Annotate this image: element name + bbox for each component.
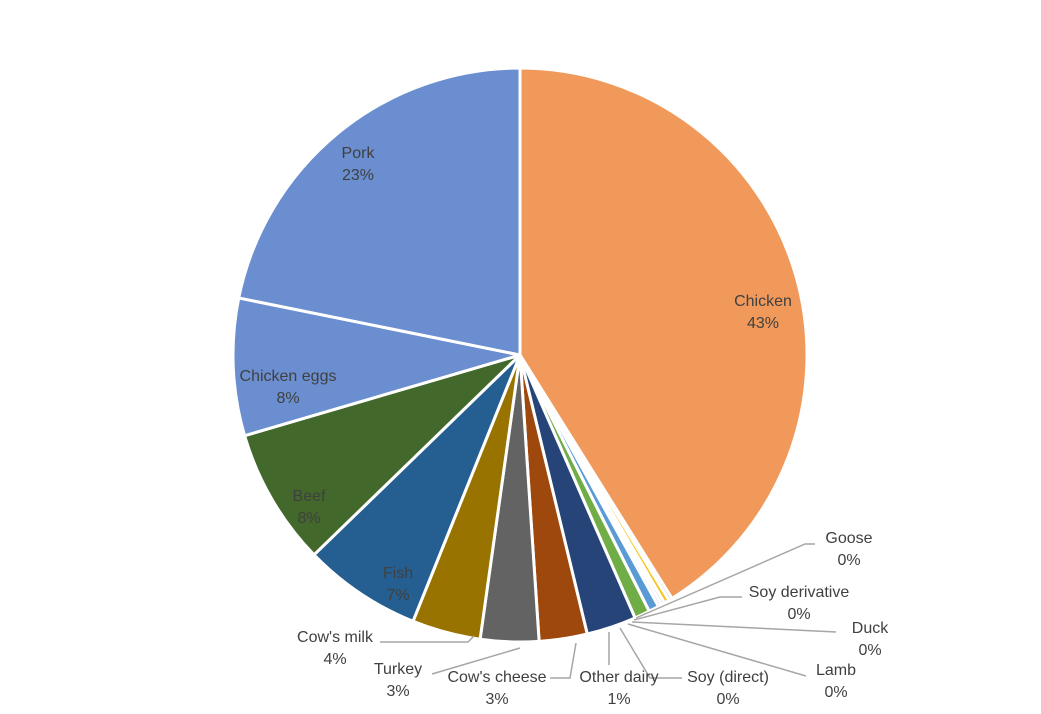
slice-label-soy-direct: Soy (direct) (687, 669, 769, 686)
slice-percent-beef: 8% (297, 510, 320, 527)
slice-label-turkey: Turkey (374, 661, 422, 678)
leader-line-soy-derivative (633, 596, 742, 621)
slice-pork (237, 66, 522, 357)
leader-line-cow-s-cheese (550, 642, 577, 679)
slice-percent-duck: 0% (858, 642, 881, 659)
slice-label-goose: Goose (825, 530, 872, 547)
slice-percent-chicken: 43% (747, 315, 779, 332)
slice-label-cow-s-cheese: Cow's cheese (447, 669, 546, 686)
pie-slices (231, 66, 809, 644)
slice-label-fish: Fish (383, 565, 413, 582)
slice-label-chicken: Chicken (734, 293, 792, 310)
leader-line-cow-s-milk (380, 635, 475, 643)
slice-label-beef: Beef (293, 488, 326, 505)
slice-percent-cow-s-cheese: 3% (485, 691, 508, 708)
slice-chicken (518, 66, 809, 600)
leader-line-lamb (627, 623, 807, 677)
slice-percent-lamb: 0% (824, 684, 847, 701)
slice-percent-soy-derivative: 0% (787, 606, 810, 623)
slice-chicken-eggs (231, 296, 522, 438)
slice-beef (243, 353, 522, 557)
slice-fish (312, 353, 522, 623)
slice-label-lamb: Lamb (816, 662, 856, 679)
slice-label-chicken-eggs: Chicken eggs (240, 368, 337, 385)
leader-lines (380, 543, 837, 679)
leader-line-duck (631, 621, 837, 633)
slice-label-soy-derivative: Soy derivative (749, 584, 850, 601)
slice-label-cow-s-milk: Cow's milk (297, 629, 374, 646)
slice-percent-turkey: 3% (386, 683, 409, 700)
leader-line-goose (635, 543, 815, 619)
slice-percent-cow-s-milk: 4% (323, 651, 346, 668)
slice-percent-other-dairy: 1% (607, 691, 630, 708)
slice-label-pork: Pork (342, 145, 376, 162)
slice-label-duck: Duck (852, 620, 889, 637)
slice-percent-goose: 0% (837, 552, 860, 569)
slice-percent-pork: 23% (342, 167, 374, 184)
leader-line-turkey (431, 647, 521, 675)
slice-percent-chicken-eggs: 8% (276, 390, 299, 407)
leader-line-soy-direct (619, 627, 682, 679)
slice-percent-fish: 7% (386, 587, 409, 604)
slice-percent-soy-direct: 0% (716, 691, 739, 708)
slice-label-other-dairy: Other dairy (579, 669, 658, 686)
